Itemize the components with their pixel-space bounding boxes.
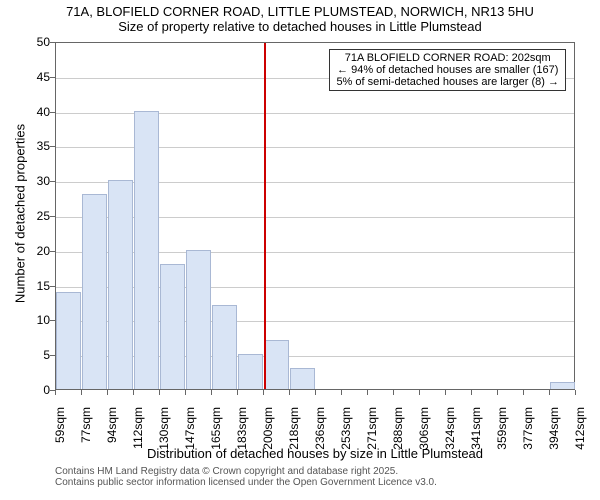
x-tick-label: 200sqm xyxy=(261,407,275,457)
x-tick-mark xyxy=(107,390,108,395)
y-tick-label: 35 xyxy=(25,139,50,153)
x-tick-mark xyxy=(393,390,394,395)
x-tick-mark xyxy=(211,390,212,395)
x-tick-mark xyxy=(497,390,498,395)
x-tick-label: 130sqm xyxy=(157,407,171,457)
x-tick-label: 306sqm xyxy=(417,407,431,457)
y-tick-mark xyxy=(50,146,55,147)
histogram-bar xyxy=(82,194,107,389)
y-tick-label: 30 xyxy=(25,174,50,188)
y-tick-label: 15 xyxy=(25,279,50,293)
annotation-line: 71A BLOFIELD CORNER ROAD: 202sqm xyxy=(336,52,559,64)
x-tick-label: 147sqm xyxy=(183,407,197,457)
histogram-bar xyxy=(550,382,575,389)
x-tick-mark xyxy=(185,390,186,395)
x-tick-label: 253sqm xyxy=(339,407,353,457)
x-tick-mark xyxy=(289,390,290,395)
x-tick-mark xyxy=(445,390,446,395)
annotation-line: ← 94% of detached houses are smaller (16… xyxy=(336,64,559,76)
y-tick-mark xyxy=(50,112,55,113)
footer-line1: Contains HM Land Registry data © Crown c… xyxy=(55,466,437,477)
y-tick-mark xyxy=(50,355,55,356)
x-tick-label: 288sqm xyxy=(391,407,405,457)
chart-footer: Contains HM Land Registry data © Crown c… xyxy=(55,466,437,488)
x-tick-mark xyxy=(341,390,342,395)
annotation-box: 71A BLOFIELD CORNER ROAD: 202sqm← 94% of… xyxy=(329,49,566,91)
x-tick-label: 359sqm xyxy=(495,407,509,457)
x-tick-label: 59sqm xyxy=(53,407,67,457)
y-tick-mark xyxy=(50,42,55,43)
histogram-bar xyxy=(186,250,211,389)
x-tick-label: 165sqm xyxy=(209,407,223,457)
y-tick-mark xyxy=(50,216,55,217)
histogram-bar xyxy=(238,354,263,389)
histogram-bar xyxy=(264,340,289,389)
y-tick-label: 40 xyxy=(25,105,50,119)
x-tick-mark xyxy=(237,390,238,395)
y-tick-label: 5 xyxy=(25,348,50,362)
y-tick-mark xyxy=(50,286,55,287)
reference-line xyxy=(264,43,266,389)
x-tick-label: 183sqm xyxy=(235,407,249,457)
footer-line2: Contains public sector information licen… xyxy=(55,477,437,488)
x-tick-mark xyxy=(159,390,160,395)
property-size-chart: 71A, BLOFIELD CORNER ROAD, LITTLE PLUMST… xyxy=(0,0,600,500)
x-tick-label: 218sqm xyxy=(287,407,301,457)
x-tick-mark xyxy=(471,390,472,395)
x-tick-label: 77sqm xyxy=(79,407,93,457)
x-tick-mark xyxy=(575,390,576,395)
histogram-bar xyxy=(56,292,81,389)
x-tick-mark xyxy=(549,390,550,395)
histogram-bar xyxy=(212,305,237,389)
x-tick-mark xyxy=(523,390,524,395)
x-tick-label: 324sqm xyxy=(443,407,457,457)
x-tick-mark xyxy=(315,390,316,395)
x-tick-mark xyxy=(419,390,420,395)
y-tick-mark xyxy=(50,77,55,78)
x-tick-label: 236sqm xyxy=(313,407,327,457)
x-tick-mark xyxy=(367,390,368,395)
histogram-bar xyxy=(108,180,133,389)
y-tick-label: 20 xyxy=(25,244,50,258)
x-tick-label: 377sqm xyxy=(521,407,535,457)
x-tick-label: 112sqm xyxy=(131,407,145,457)
x-tick-mark xyxy=(81,390,82,395)
chart-title-line1: 71A, BLOFIELD CORNER ROAD, LITTLE PLUMST… xyxy=(0,4,600,19)
plot-area: 71A BLOFIELD CORNER ROAD: 202sqm← 94% of… xyxy=(55,42,575,390)
x-tick-mark xyxy=(133,390,134,395)
histogram-bar xyxy=(290,368,315,389)
x-tick-label: 271sqm xyxy=(365,407,379,457)
y-tick-mark xyxy=(50,251,55,252)
y-tick-mark xyxy=(50,181,55,182)
y-tick-label: 10 xyxy=(25,313,50,327)
x-tick-label: 94sqm xyxy=(105,407,119,457)
x-tick-mark xyxy=(55,390,56,395)
x-tick-label: 341sqm xyxy=(469,407,483,457)
x-tick-mark xyxy=(263,390,264,395)
chart-title-line2: Size of property relative to detached ho… xyxy=(0,19,600,34)
histogram-bar xyxy=(134,111,159,389)
y-tick-label: 25 xyxy=(25,209,50,223)
x-tick-label: 412sqm xyxy=(573,407,587,457)
y-tick-mark xyxy=(50,320,55,321)
y-tick-label: 45 xyxy=(25,70,50,84)
y-tick-label: 50 xyxy=(25,35,50,49)
chart-title-block: 71A, BLOFIELD CORNER ROAD, LITTLE PLUMST… xyxy=(0,4,600,34)
x-tick-label: 394sqm xyxy=(547,407,561,457)
annotation-line: 5% of semi-detached houses are larger (8… xyxy=(336,76,559,88)
histogram-bar xyxy=(160,264,185,389)
y-tick-label: 0 xyxy=(25,383,50,397)
